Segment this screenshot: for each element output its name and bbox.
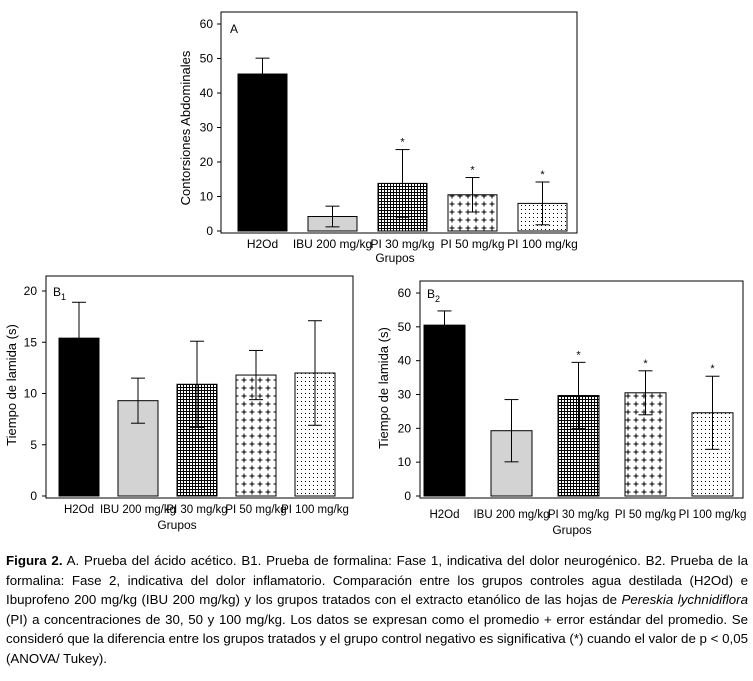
plot-frame xyxy=(45,275,354,499)
bar xyxy=(447,194,498,232)
y-axis-label: Tiempo de lamida (s) xyxy=(376,327,391,449)
plot-frame xyxy=(419,280,744,499)
y-tick-label: 0 xyxy=(30,489,37,503)
y-tick-label: 0 xyxy=(404,489,411,503)
chart-a: 0 10 20 30 40 50 60 Contorsiones Abdominales A H2… xyxy=(178,11,578,265)
y-tick-label: 20 xyxy=(398,421,412,435)
y-tick-label: 60 xyxy=(200,17,214,31)
bar xyxy=(237,73,288,232)
category-label: PI 30 mg/kg xyxy=(166,504,227,516)
caption-label: Figura 2. xyxy=(6,553,63,568)
category-label: H2Od xyxy=(64,504,94,516)
y-tick-label: 50 xyxy=(398,320,412,334)
significance-mark: * xyxy=(540,169,545,181)
significance-mark: * xyxy=(576,349,581,361)
figure-caption: Figura 2. A. Prueba del ácido acético. B… xyxy=(6,551,748,668)
y-tick-label: 30 xyxy=(398,388,412,402)
y-tick-label: 5 xyxy=(30,438,37,452)
y-tick-label: 40 xyxy=(398,354,412,368)
chart-b2: 0 10 20 30 40 50 60 Tiempo de lamida (s) B2 H2Od I… xyxy=(376,280,747,537)
chart-b1: 0 5 10 15 20 Tiempo de lamida (s) B1 H2Od IBU 20… xyxy=(4,275,354,532)
x-axis-label: Grupos xyxy=(375,251,414,265)
panel-label: B2 xyxy=(427,287,440,304)
y-tick-label: 50 xyxy=(200,52,214,66)
x-axis-label: Grupos xyxy=(157,518,196,532)
category-label: IBU 200 mg/kg xyxy=(473,509,549,521)
y-axis-label: Tiempo de lamida (s) xyxy=(4,324,19,446)
y-tick-label: 20 xyxy=(24,284,38,298)
significance-mark: * xyxy=(470,165,475,177)
x-axis-label: Grupos xyxy=(552,523,591,537)
bar xyxy=(423,324,466,497)
category-label: PI 50 mg/kg xyxy=(615,509,676,521)
y-tick-label: 60 xyxy=(398,286,412,300)
category-label: PI 100 mg/kg xyxy=(679,509,747,521)
y-tick-label: 10 xyxy=(398,455,412,469)
y-tick-label: 40 xyxy=(200,86,214,100)
significance-mark: * xyxy=(400,137,405,149)
y-tick-label: 15 xyxy=(24,335,38,349)
category-label: PI 50 mg/kg xyxy=(440,237,504,251)
plot-frame xyxy=(220,11,578,234)
y-axis-label: Contorsiones Abdominales xyxy=(178,50,193,205)
category-label: PI 50 mg/kg xyxy=(225,504,286,516)
y-tick-label: 20 xyxy=(200,155,214,169)
category-label: IBU 200 mg/kg xyxy=(293,237,372,251)
category-label: H2Od xyxy=(247,237,278,251)
caption-species: Pereskia lychnidiflora xyxy=(621,592,748,607)
panel-label: B1 xyxy=(53,285,66,302)
category-label: PI 30 mg/kg xyxy=(548,509,609,521)
caption-text: A. Prueba del ácido acético. B1. Prueba … xyxy=(6,553,748,607)
caption-text-end: (PI) a concentraciones de 30, 50 y 100 m… xyxy=(6,611,748,666)
category-label: H2Od xyxy=(429,509,459,521)
panel-label: A xyxy=(230,22,238,36)
y-tick-label: 10 xyxy=(200,190,214,204)
category-label: PI 30 mg/kg xyxy=(370,237,434,251)
significance-mark: * xyxy=(643,358,648,370)
category-label: PI 100 mg/kg xyxy=(507,237,578,251)
y-tick-label: 30 xyxy=(200,121,214,135)
y-tick-label: 10 xyxy=(24,387,38,401)
category-label: IBU 200 mg/kg xyxy=(100,504,176,516)
category-label: PI 100 mg/kg xyxy=(281,504,349,516)
significance-mark: * xyxy=(710,363,715,375)
y-tick-label: 0 xyxy=(206,224,213,238)
